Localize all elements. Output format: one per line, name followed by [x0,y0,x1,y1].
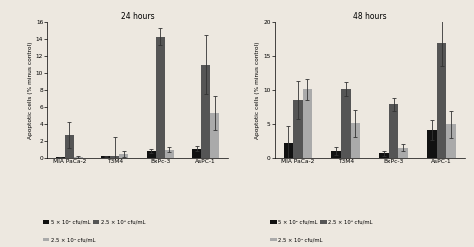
Bar [146,151,155,158]
Bar [101,156,110,158]
Y-axis label: Apoptotic cells (% minus control): Apoptotic cells (% minus control) [255,41,261,139]
Bar [119,154,128,158]
Y-axis label: Apoptotic cells (% minus control): Apoptotic cells (% minus control) [28,41,33,139]
Bar [379,153,389,158]
Bar [399,148,408,158]
Bar [437,42,447,158]
Legend: 5 × 10² cfu/mL, 2.5 × 10⁶ cfu/mL: 5 × 10² cfu/mL, 2.5 × 10⁶ cfu/mL [41,218,147,227]
Bar [303,89,312,158]
Legend: 2.5 × 10⁴ cfu/mL: 2.5 × 10⁴ cfu/mL [268,235,325,244]
Title: 48 hours: 48 hours [353,12,386,21]
Bar [64,135,74,158]
Legend: 2.5 × 10⁴ cfu/mL: 2.5 × 10⁴ cfu/mL [41,235,97,244]
Bar [155,37,165,158]
Bar [389,104,399,158]
Bar [110,156,119,158]
Legend: 5 × 10² cfu/mL, 2.5 × 10⁶ cfu/mL: 5 × 10² cfu/mL, 2.5 × 10⁶ cfu/mL [268,218,375,227]
Bar [331,151,341,158]
Bar [351,124,360,158]
Bar [293,100,303,158]
Bar [447,124,456,158]
Bar [283,143,293,158]
Bar [55,157,64,158]
Bar [427,130,437,158]
Bar [341,89,351,158]
Bar [210,113,219,158]
Bar [165,150,174,158]
Bar [74,157,83,158]
Bar [192,149,201,158]
Title: 24 hours: 24 hours [121,12,154,21]
Bar [201,65,210,158]
